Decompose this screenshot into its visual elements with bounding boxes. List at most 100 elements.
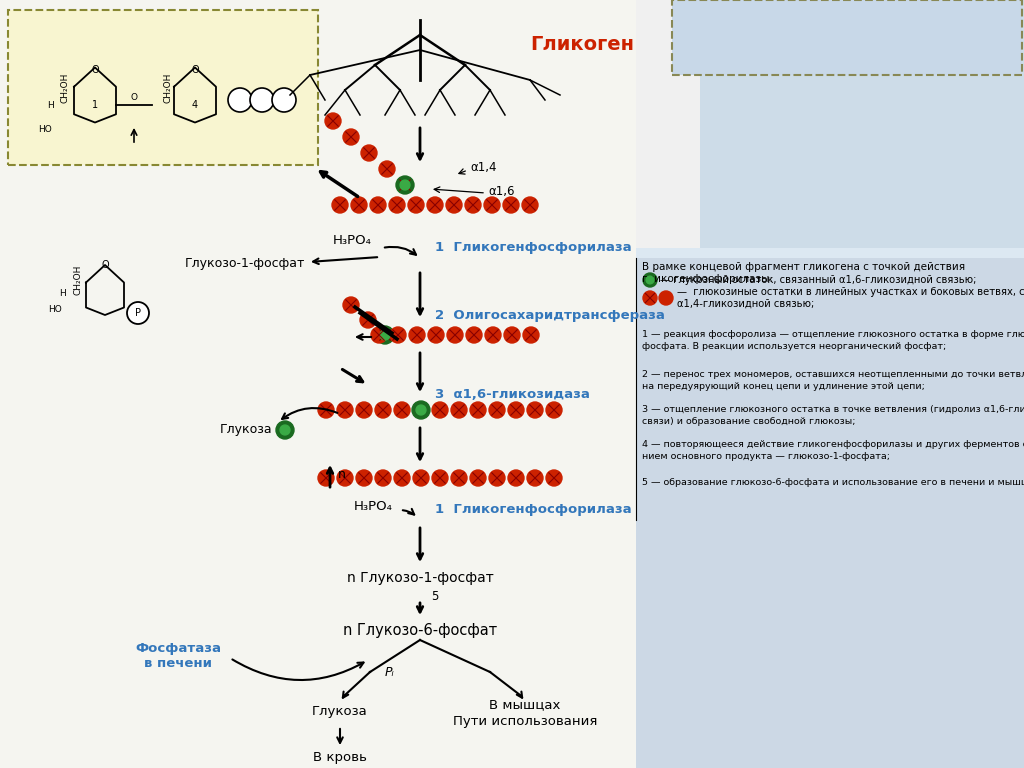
Text: 4 — повторяющееся действие гликогенфосфорилазы и других ферментов с образова-
ни: 4 — повторяющееся действие гликогенфосфо… xyxy=(642,440,1024,461)
Bar xyxy=(8,10,318,165)
Text: В кровь: В кровь xyxy=(313,752,367,764)
Text: Глукоза: Глукоза xyxy=(219,423,272,436)
Text: H₃PO₄: H₃PO₄ xyxy=(353,501,392,514)
Text: 3  α1,6-гликозидаза: 3 α1,6-гликозидаза xyxy=(435,389,590,402)
Text: —  глюкозиные остатки в линейных участках и боковых ветвях, связанные
α1,4-глико: — глюкозиные остатки в линейных участках… xyxy=(677,287,1024,309)
Circle shape xyxy=(446,197,462,213)
Circle shape xyxy=(318,402,334,418)
Circle shape xyxy=(377,327,393,343)
Text: Глукоза: Глукоза xyxy=(312,706,368,719)
Text: Глукозо-1-фосфат: Глукозо-1-фосфат xyxy=(184,257,305,270)
Text: CH₂OH: CH₂OH xyxy=(74,265,83,295)
Circle shape xyxy=(546,402,562,418)
Circle shape xyxy=(351,197,367,213)
Circle shape xyxy=(276,421,294,439)
Circle shape xyxy=(332,197,348,213)
Text: 1: 1 xyxy=(92,100,98,110)
Text: HO: HO xyxy=(38,125,52,134)
Circle shape xyxy=(489,470,505,486)
Bar xyxy=(636,248,1024,768)
Circle shape xyxy=(489,402,505,418)
Circle shape xyxy=(379,161,395,177)
Circle shape xyxy=(397,177,413,193)
Circle shape xyxy=(375,470,391,486)
Circle shape xyxy=(643,273,657,287)
Circle shape xyxy=(428,327,444,343)
Circle shape xyxy=(400,180,410,190)
Circle shape xyxy=(280,425,290,435)
Text: Гликоген: Гликоген xyxy=(530,35,634,55)
Circle shape xyxy=(412,401,430,419)
Circle shape xyxy=(659,291,673,305)
Bar xyxy=(700,0,1024,255)
Circle shape xyxy=(337,402,353,418)
Text: 4: 4 xyxy=(191,100,198,110)
Circle shape xyxy=(360,312,376,328)
Circle shape xyxy=(465,197,481,213)
Circle shape xyxy=(394,470,410,486)
Circle shape xyxy=(546,470,562,486)
Circle shape xyxy=(356,402,372,418)
Circle shape xyxy=(390,327,406,343)
Circle shape xyxy=(250,88,274,112)
Circle shape xyxy=(447,327,463,343)
Text: CH₂OH: CH₂OH xyxy=(164,73,172,103)
Bar xyxy=(636,258,1024,768)
Circle shape xyxy=(451,402,467,418)
Text: α1,6: α1,6 xyxy=(488,186,514,198)
Circle shape xyxy=(272,88,296,112)
Circle shape xyxy=(408,197,424,213)
Circle shape xyxy=(413,470,429,486)
Bar xyxy=(636,0,1024,768)
Circle shape xyxy=(228,88,252,112)
Circle shape xyxy=(376,326,394,344)
Text: 3 — отщепление глюкозного остатка в точке ветвления (гидролиз α1,6-гликозидной
с: 3 — отщепление глюкозного остатка в точк… xyxy=(642,405,1024,425)
Text: 1  Гликогенфосфорилаза: 1 Гликогенфосфорилаза xyxy=(435,241,632,254)
Circle shape xyxy=(427,197,443,213)
Circle shape xyxy=(643,291,657,305)
Text: 1  Гликогенфосфорилаза: 1 Гликогенфосфорилаза xyxy=(435,504,632,517)
Circle shape xyxy=(343,129,359,145)
Circle shape xyxy=(318,470,334,486)
Text: O: O xyxy=(101,260,109,270)
Circle shape xyxy=(527,470,543,486)
Circle shape xyxy=(508,402,524,418)
Circle shape xyxy=(325,113,341,129)
Text: n Глукозо-1-фосфат: n Глукозо-1-фосфат xyxy=(347,571,494,585)
Circle shape xyxy=(485,327,501,343)
Text: HO: HO xyxy=(48,306,61,315)
Text: 2 — перенос трех мономеров, оставшихся неотщепленными до точки ветвления,
на пер: 2 — перенос трех мономеров, оставшихся н… xyxy=(642,370,1024,391)
Circle shape xyxy=(470,470,486,486)
Text: Пути использования: Пути использования xyxy=(453,716,597,729)
Text: H: H xyxy=(47,101,53,110)
Circle shape xyxy=(389,197,406,213)
Circle shape xyxy=(356,470,372,486)
Text: H: H xyxy=(58,289,66,297)
Circle shape xyxy=(466,327,482,343)
Circle shape xyxy=(380,330,390,340)
Circle shape xyxy=(370,197,386,213)
Text: H₃PO₄: H₃PO₄ xyxy=(333,233,372,247)
Circle shape xyxy=(416,405,426,415)
Circle shape xyxy=(451,470,467,486)
Text: P: P xyxy=(135,308,141,318)
Circle shape xyxy=(375,402,391,418)
Text: O: O xyxy=(91,65,98,75)
Text: 5 — образование глюкозо-6-фосфата и использование его в печени и мышцах: 5 — образование глюкозо-6-фосфата и испо… xyxy=(642,478,1024,487)
Circle shape xyxy=(508,470,524,486)
Circle shape xyxy=(522,197,538,213)
Text: В мышцах: В мышцах xyxy=(489,699,561,711)
Circle shape xyxy=(504,327,520,343)
Circle shape xyxy=(371,327,387,343)
Circle shape xyxy=(470,402,486,418)
Text: 1 — реакция фосфоролиза — отщепление глюкозного остатка в форме глюкозо-1-
фосфа: 1 — реакция фосфоролиза — отщепление глю… xyxy=(642,330,1024,351)
Circle shape xyxy=(523,327,539,343)
Circle shape xyxy=(394,402,410,418)
Circle shape xyxy=(527,402,543,418)
Circle shape xyxy=(503,197,519,213)
Text: O: O xyxy=(130,94,137,102)
Circle shape xyxy=(484,197,500,213)
Circle shape xyxy=(432,402,449,418)
Circle shape xyxy=(127,302,150,324)
Text: В рамке концевой фрагмент гликогена с точкой действия гликогенфосфорилазы:: В рамке концевой фрагмент гликогена с то… xyxy=(642,262,966,283)
